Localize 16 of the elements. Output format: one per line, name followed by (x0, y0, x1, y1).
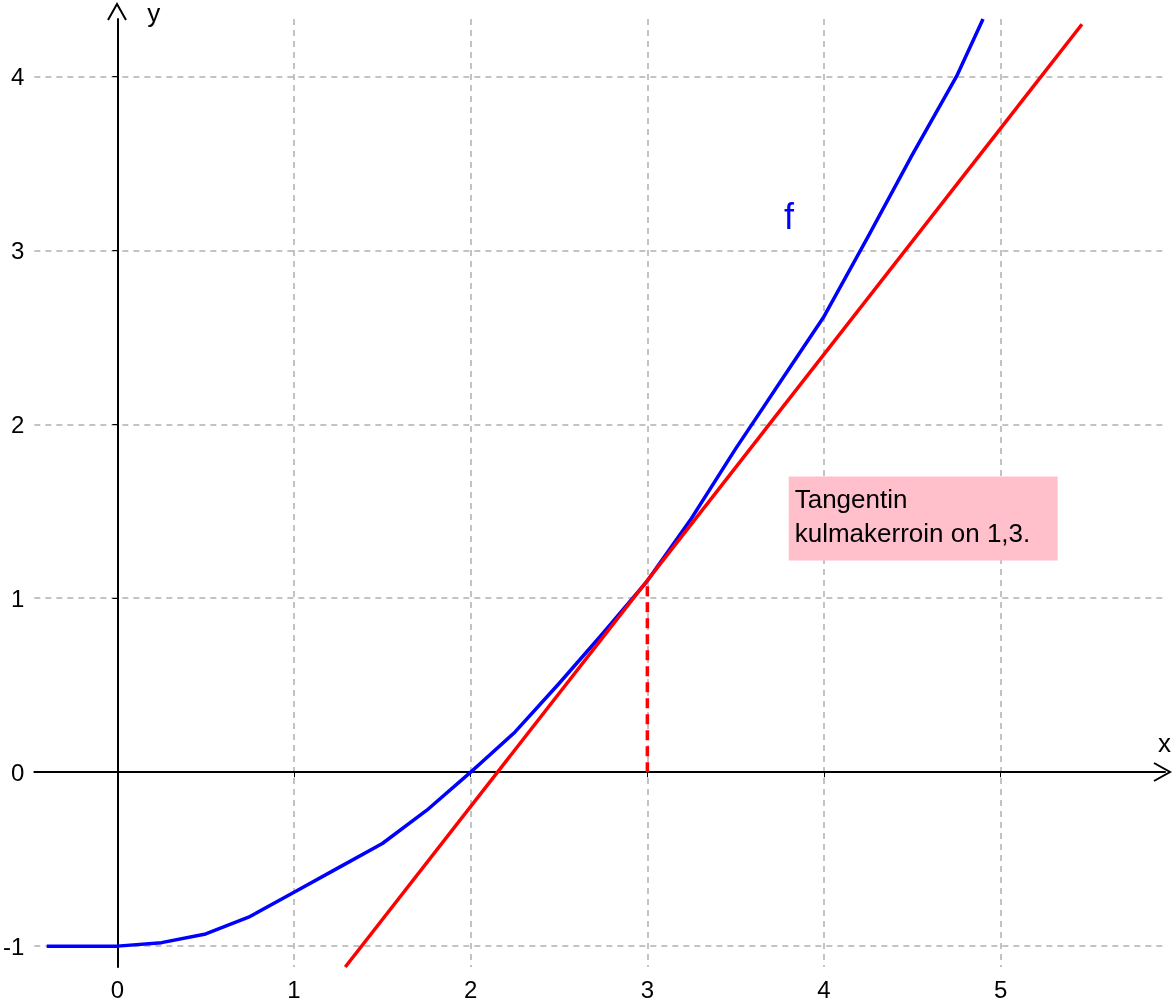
x-tick-label: 5 (994, 975, 1008, 1001)
series-label: f (784, 195, 796, 237)
y-tick-label: -1 (3, 932, 25, 960)
x-axis-title: x (1158, 728, 1171, 759)
x-tick-label: 2 (464, 975, 478, 1001)
x-tick-label: 3 (640, 975, 655, 1001)
y-tick-label: 0 (10, 758, 25, 786)
y-axis-title: y (147, 0, 161, 28)
y-tick-label: 3 (10, 236, 25, 264)
annotation: Tangentin kulmakerroin on 1,3. (794, 484, 1031, 549)
x-tick-label: 4 (817, 975, 831, 1001)
x-tick-label: 1 (287, 975, 301, 1001)
y-tick-label: 1 (10, 584, 25, 612)
x-tick-label: 0 (110, 975, 125, 1001)
y-tick-label: 2 (10, 410, 25, 438)
y-tick-label: 4 (10, 62, 25, 90)
